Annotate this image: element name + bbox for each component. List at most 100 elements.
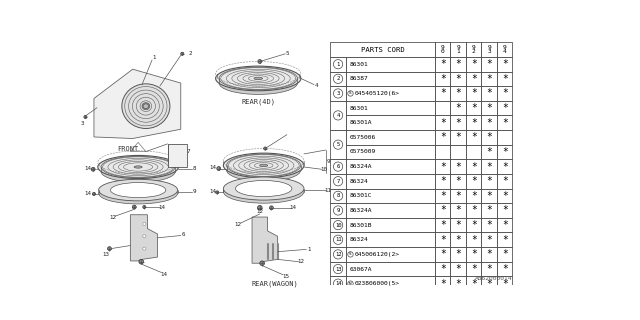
Ellipse shape xyxy=(223,180,304,203)
Text: *: * xyxy=(471,176,477,186)
Circle shape xyxy=(92,192,95,196)
Text: 4: 4 xyxy=(503,49,507,54)
Bar xyxy=(451,86,466,101)
Text: *: * xyxy=(471,249,477,260)
Text: 6: 6 xyxy=(181,232,185,237)
Ellipse shape xyxy=(236,180,292,196)
Text: *: * xyxy=(502,74,508,84)
Text: 86301: 86301 xyxy=(349,62,369,67)
Bar xyxy=(481,57,497,71)
Text: *: * xyxy=(502,88,508,99)
Bar xyxy=(481,145,497,159)
Text: 2: 2 xyxy=(189,51,193,56)
Text: 14: 14 xyxy=(290,205,296,210)
Text: 9: 9 xyxy=(441,45,445,50)
Bar xyxy=(435,101,451,116)
Text: 5: 5 xyxy=(286,51,289,56)
Text: *: * xyxy=(440,88,445,99)
Text: 14: 14 xyxy=(159,204,166,210)
Circle shape xyxy=(143,205,146,209)
Bar xyxy=(481,101,497,116)
Bar xyxy=(346,130,435,145)
Text: *: * xyxy=(440,279,445,289)
Bar xyxy=(481,203,497,218)
Circle shape xyxy=(217,167,221,171)
Circle shape xyxy=(143,235,146,238)
Text: 14: 14 xyxy=(160,271,167,276)
Bar xyxy=(346,86,435,101)
Text: *: * xyxy=(471,191,477,201)
Text: *: * xyxy=(440,74,445,84)
Bar xyxy=(435,203,451,218)
Bar xyxy=(451,101,466,116)
Polygon shape xyxy=(94,69,180,139)
Bar xyxy=(330,57,346,71)
Text: 86301A: 86301A xyxy=(349,120,372,125)
Bar xyxy=(466,116,481,130)
Text: *: * xyxy=(486,249,492,260)
Text: *: * xyxy=(471,264,477,274)
Bar xyxy=(497,57,513,71)
Text: *: * xyxy=(455,118,461,128)
Text: 5: 5 xyxy=(337,142,340,147)
Text: 14: 14 xyxy=(84,166,92,171)
Bar xyxy=(346,145,435,159)
Bar xyxy=(330,218,346,232)
Bar xyxy=(435,71,451,86)
Text: *: * xyxy=(486,103,492,113)
Bar xyxy=(451,57,466,71)
Text: 6: 6 xyxy=(337,164,340,169)
Text: 11: 11 xyxy=(324,188,332,193)
Text: *: * xyxy=(455,162,461,172)
Text: *: * xyxy=(440,220,445,230)
Bar xyxy=(435,145,451,159)
Bar xyxy=(435,262,451,276)
Bar xyxy=(346,247,435,262)
Text: 2: 2 xyxy=(337,76,340,81)
Bar xyxy=(466,174,481,188)
Bar xyxy=(330,174,346,188)
Bar xyxy=(435,188,451,203)
Text: 9: 9 xyxy=(193,189,196,194)
Text: 86301B: 86301B xyxy=(349,223,372,228)
Text: *: * xyxy=(486,74,492,84)
Bar xyxy=(466,159,481,174)
Text: *: * xyxy=(502,191,508,201)
Bar xyxy=(451,276,466,291)
Circle shape xyxy=(139,260,143,264)
Text: *: * xyxy=(455,205,461,215)
Ellipse shape xyxy=(98,156,179,179)
Text: *: * xyxy=(502,118,508,128)
Text: 12: 12 xyxy=(256,209,263,214)
Bar xyxy=(330,247,346,262)
Circle shape xyxy=(180,52,184,55)
Text: *: * xyxy=(440,132,445,142)
Text: *: * xyxy=(486,176,492,186)
Text: *: * xyxy=(455,132,461,142)
Text: *: * xyxy=(486,147,492,157)
Text: *: * xyxy=(471,220,477,230)
Bar xyxy=(435,247,451,262)
Bar xyxy=(346,276,435,291)
Text: 10: 10 xyxy=(335,223,341,228)
Text: 14: 14 xyxy=(210,165,217,170)
Bar xyxy=(481,42,497,57)
Bar xyxy=(466,203,481,218)
Text: *: * xyxy=(502,249,508,260)
Text: *: * xyxy=(486,118,492,128)
Bar xyxy=(435,276,451,291)
Polygon shape xyxy=(252,217,278,263)
Text: 86324A: 86324A xyxy=(349,164,372,169)
Text: *: * xyxy=(502,103,508,113)
Text: *: * xyxy=(471,103,477,113)
Text: *: * xyxy=(455,176,461,186)
Bar xyxy=(466,71,481,86)
Bar xyxy=(451,218,466,232)
Text: *: * xyxy=(455,279,461,289)
Bar xyxy=(466,247,481,262)
Text: *: * xyxy=(502,162,508,172)
Bar xyxy=(481,71,497,86)
Bar xyxy=(497,86,513,101)
Text: 9: 9 xyxy=(326,159,330,164)
Text: *: * xyxy=(502,220,508,230)
